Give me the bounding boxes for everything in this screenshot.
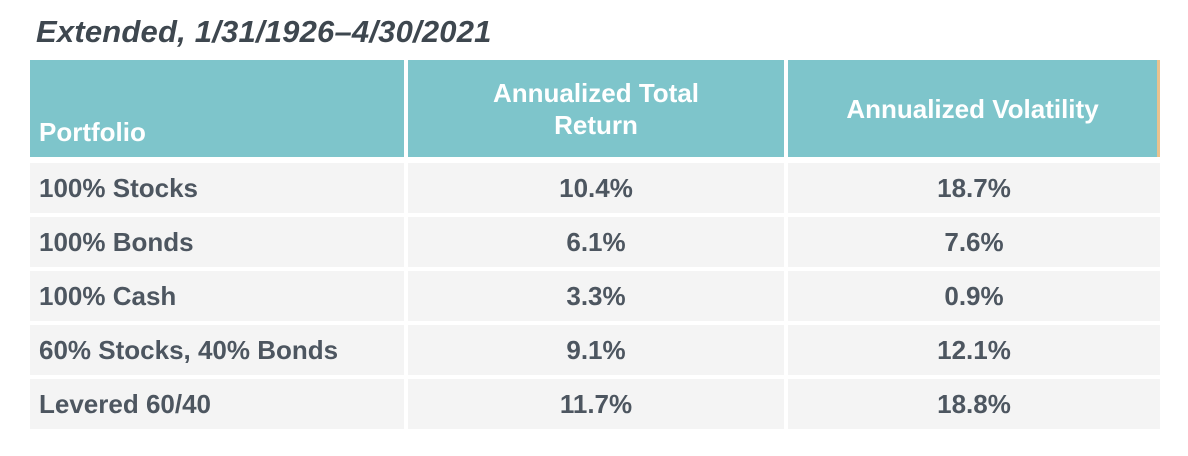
table-row: 100% Cash 3.3% 0.9% bbox=[30, 271, 1160, 321]
table-row: 60% Stocks, 40% Bonds 9.1% 12.1% bbox=[30, 325, 1160, 375]
cell-portfolio: 100% Bonds bbox=[30, 217, 404, 267]
cell-annualized-volatility: 0.9% bbox=[788, 271, 1160, 321]
column-header-annualized-total-return: Annualized Total Return bbox=[408, 60, 784, 157]
page: Extended, 1/31/1926–4/30/2021 Portfolio … bbox=[30, 14, 1160, 429]
cell-portfolio: Levered 60/40 bbox=[30, 379, 404, 429]
cell-portfolio: 100% Stocks bbox=[30, 163, 404, 213]
table-row: Levered 60/40 11.7% 18.8% bbox=[30, 379, 1160, 429]
column-header-annualized-total-return-label: Annualized Total Return bbox=[492, 77, 700, 140]
cell-portfolio: 100% Cash bbox=[30, 271, 404, 321]
table-row: 100% Bonds 6.1% 7.6% bbox=[30, 217, 1160, 267]
table-row: 100% Stocks 10.4% 18.7% bbox=[30, 163, 1160, 213]
cell-annualized-volatility: 12.1% bbox=[788, 325, 1160, 375]
column-header-annualized-volatility: Annualized Volatility bbox=[788, 60, 1160, 157]
cell-annualized-volatility: 18.7% bbox=[788, 163, 1160, 213]
cell-annualized-volatility: 18.8% bbox=[788, 379, 1160, 429]
cell-annualized-total-return: 9.1% bbox=[408, 325, 784, 375]
table-header-row: Portfolio Annualized Total Return Annual… bbox=[30, 60, 1160, 157]
cell-annualized-volatility: 7.6% bbox=[788, 217, 1160, 267]
cell-portfolio: 60% Stocks, 40% Bonds bbox=[30, 325, 404, 375]
performance-table: Portfolio Annualized Total Return Annual… bbox=[30, 60, 1160, 429]
cell-annualized-total-return: 6.1% bbox=[408, 217, 784, 267]
page-title: Extended, 1/31/1926–4/30/2021 bbox=[36, 14, 492, 49]
cell-annualized-total-return: 3.3% bbox=[408, 271, 784, 321]
column-header-portfolio: Portfolio bbox=[30, 60, 404, 157]
cell-annualized-total-return: 10.4% bbox=[408, 163, 784, 213]
cell-annualized-total-return: 11.7% bbox=[408, 379, 784, 429]
